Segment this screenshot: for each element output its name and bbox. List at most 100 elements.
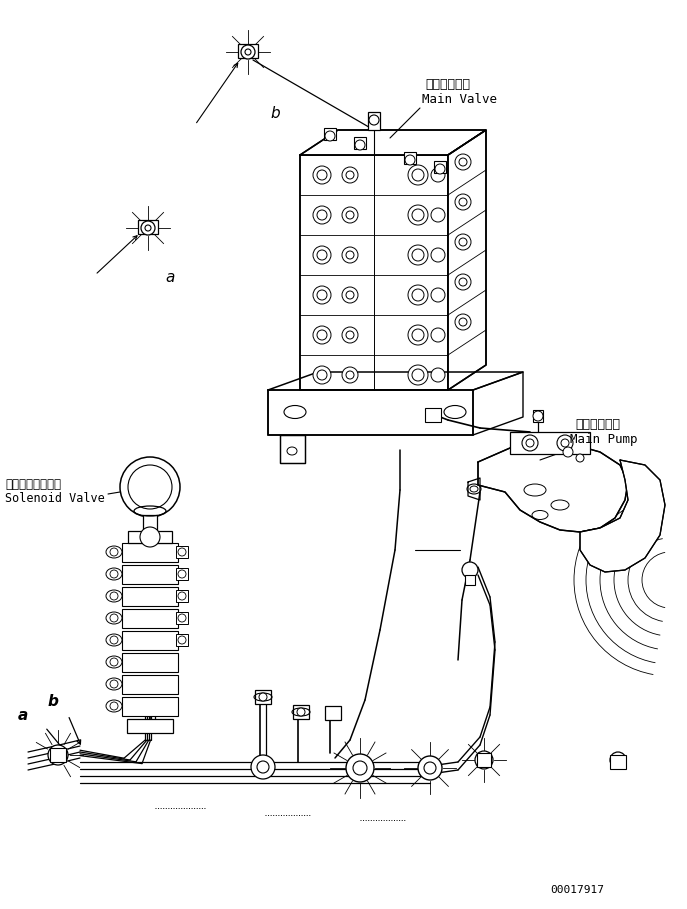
Circle shape — [533, 411, 543, 421]
Bar — [127, 719, 173, 733]
Bar — [176, 546, 188, 558]
Circle shape — [431, 208, 445, 222]
Circle shape — [140, 527, 160, 547]
Text: a: a — [18, 708, 28, 723]
Circle shape — [412, 169, 424, 181]
Circle shape — [610, 752, 626, 768]
Circle shape — [346, 211, 354, 219]
Circle shape — [342, 287, 358, 303]
Circle shape — [251, 755, 275, 779]
Text: メインポンプ: メインポンプ — [575, 418, 620, 431]
Circle shape — [128, 465, 172, 509]
Circle shape — [408, 165, 428, 185]
Polygon shape — [448, 130, 486, 390]
Circle shape — [259, 693, 267, 701]
Bar — [477, 753, 491, 767]
Circle shape — [317, 290, 327, 300]
Circle shape — [455, 314, 471, 330]
Circle shape — [110, 570, 118, 578]
Circle shape — [110, 636, 118, 644]
Text: メインバルブ: メインバルブ — [425, 78, 470, 91]
Circle shape — [455, 154, 471, 170]
Circle shape — [313, 246, 331, 264]
Circle shape — [178, 636, 186, 644]
Circle shape — [355, 140, 365, 150]
Bar — [434, 161, 446, 173]
Bar — [176, 634, 188, 646]
Circle shape — [48, 745, 68, 765]
Circle shape — [459, 318, 467, 326]
Bar — [128, 531, 172, 543]
Circle shape — [431, 368, 445, 382]
Circle shape — [412, 249, 424, 261]
Circle shape — [412, 369, 424, 381]
Bar — [325, 706, 341, 720]
Bar — [255, 690, 271, 704]
Bar — [368, 112, 380, 130]
Circle shape — [346, 171, 354, 179]
Bar — [280, 435, 305, 463]
Bar — [122, 653, 178, 672]
Circle shape — [241, 45, 255, 59]
Circle shape — [110, 614, 118, 622]
Text: b: b — [270, 106, 280, 121]
Circle shape — [346, 754, 374, 782]
Circle shape — [346, 291, 354, 299]
Circle shape — [412, 329, 424, 341]
Circle shape — [431, 328, 445, 342]
Circle shape — [313, 326, 331, 344]
Circle shape — [462, 562, 478, 578]
Circle shape — [313, 166, 331, 184]
Circle shape — [317, 170, 327, 180]
Text: a: a — [165, 270, 174, 285]
Circle shape — [522, 435, 538, 451]
Bar — [425, 408, 441, 422]
Ellipse shape — [106, 568, 122, 580]
Circle shape — [412, 209, 424, 221]
Bar — [143, 515, 157, 533]
Ellipse shape — [106, 612, 122, 624]
Bar — [122, 543, 178, 562]
Circle shape — [353, 761, 367, 775]
Bar — [176, 590, 188, 602]
Circle shape — [325, 131, 335, 141]
Ellipse shape — [106, 656, 122, 668]
Circle shape — [557, 435, 573, 451]
Circle shape — [110, 658, 118, 666]
Bar — [300, 155, 448, 390]
Polygon shape — [580, 460, 665, 572]
Circle shape — [346, 251, 354, 259]
Circle shape — [576, 454, 584, 462]
Circle shape — [317, 250, 327, 260]
Circle shape — [412, 289, 424, 301]
Polygon shape — [300, 130, 486, 155]
Text: 00017917: 00017917 — [550, 885, 604, 895]
Circle shape — [317, 370, 327, 380]
Bar — [404, 152, 416, 164]
Bar — [293, 705, 309, 719]
Circle shape — [346, 331, 354, 339]
Circle shape — [110, 680, 118, 688]
Circle shape — [369, 115, 379, 125]
Bar — [533, 410, 543, 422]
Circle shape — [408, 365, 428, 385]
Text: ソレノイドバルブ: ソレノイドバルブ — [5, 478, 61, 491]
Bar — [138, 220, 158, 234]
Circle shape — [145, 225, 151, 231]
Bar — [610, 755, 626, 769]
Circle shape — [342, 367, 358, 383]
Circle shape — [408, 325, 428, 345]
Circle shape — [431, 168, 445, 182]
Circle shape — [141, 221, 155, 235]
Ellipse shape — [106, 678, 122, 690]
Bar — [176, 568, 188, 580]
Bar — [510, 432, 590, 454]
Circle shape — [435, 164, 445, 174]
Polygon shape — [478, 442, 628, 532]
Circle shape — [120, 457, 180, 517]
Text: b: b — [48, 694, 59, 709]
Circle shape — [561, 439, 569, 447]
Circle shape — [342, 167, 358, 183]
Circle shape — [110, 702, 118, 710]
Ellipse shape — [106, 546, 122, 558]
